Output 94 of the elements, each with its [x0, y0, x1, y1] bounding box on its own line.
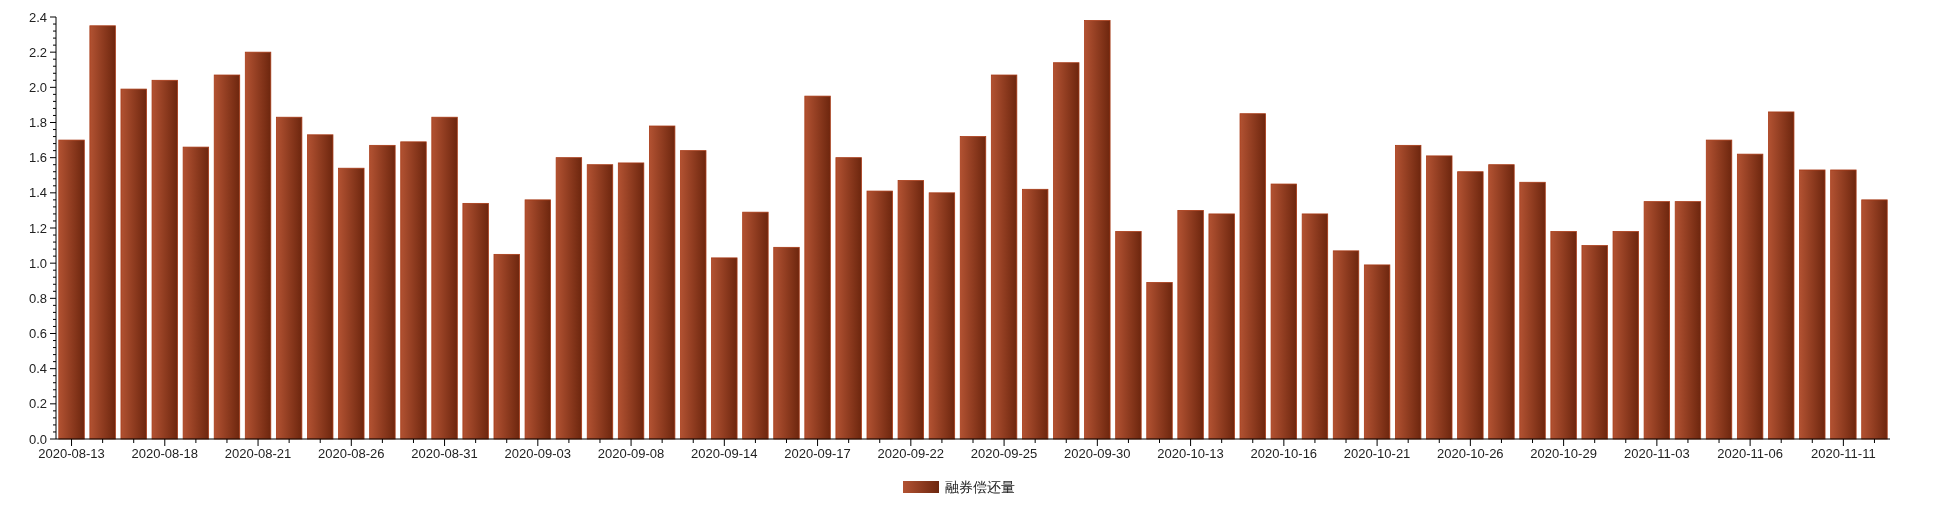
- bar: [586, 164, 614, 440]
- x-tick-label: 2020-08-13: [38, 446, 105, 461]
- bar: [1426, 155, 1453, 440]
- bar: [773, 246, 800, 440]
- x-tick-label: 2020-11-03: [1624, 446, 1690, 461]
- bar: [1332, 250, 1360, 440]
- x-tick-label: 2020-10-16: [1250, 446, 1318, 461]
- x-tick-label: 2020-09-25: [970, 446, 1038, 461]
- bar: [58, 139, 85, 440]
- y-tick-label: 0.4: [28, 361, 47, 377]
- bar: [307, 134, 334, 440]
- bar: [338, 167, 365, 440]
- bar: [1457, 171, 1484, 440]
- x-tick-label: 2020-10-21: [1343, 446, 1411, 461]
- bar: [1053, 62, 1080, 440]
- bar: [1643, 201, 1671, 440]
- x-tick-label: 2020-09-17: [784, 446, 851, 461]
- bar: [1612, 231, 1639, 440]
- bar: [990, 74, 1018, 440]
- bar: [400, 141, 427, 440]
- bar: [1301, 213, 1329, 440]
- y-tick-label: 0.6: [28, 326, 47, 341]
- bar: [835, 157, 862, 440]
- bar: [1799, 169, 1826, 440]
- legend: 融券偿还量: [903, 479, 1015, 495]
- bar: [1768, 111, 1795, 440]
- bar: [120, 88, 147, 440]
- x-tick-label: 2020-09-30: [1064, 446, 1131, 461]
- bar: [1084, 20, 1111, 440]
- y-tick-label: 1.2: [28, 220, 47, 236]
- y-tick-label: 0.8: [28, 290, 47, 306]
- bar: [462, 202, 489, 440]
- legend-label: 融券偿还量: [945, 479, 1015, 495]
- x-tick-label: 2020-11-06: [1717, 446, 1783, 461]
- bar: [1115, 231, 1142, 440]
- bar: [1488, 164, 1515, 440]
- bar: [244, 51, 272, 440]
- bar: [1861, 199, 1888, 440]
- bar: [928, 192, 956, 440]
- y-tick-label: 0.2: [28, 396, 47, 412]
- bar: [1674, 201, 1702, 440]
- x-tick-label: 2020-09-03: [504, 446, 572, 461]
- bar: [897, 180, 924, 440]
- y-tick-label: 1.8: [28, 115, 47, 130]
- bar: [1830, 169, 1857, 440]
- bar: [1239, 113, 1266, 440]
- y-tick-label: 0.0: [28, 431, 47, 447]
- bar: [431, 116, 458, 440]
- bar: [1022, 188, 1049, 440]
- bar: [742, 211, 769, 440]
- bar: [1736, 153, 1764, 440]
- bar: [649, 125, 676, 440]
- bar: [369, 144, 396, 440]
- bar: [1146, 282, 1173, 440]
- bar: [1363, 264, 1391, 440]
- bar: [182, 146, 210, 440]
- bar: [1581, 245, 1608, 440]
- x-tick-label: 2020-10-13: [1157, 446, 1224, 461]
- x-tick-label: 2020-11-11: [1811, 446, 1876, 461]
- x-tick-label: 2020-08-21: [224, 446, 292, 461]
- x-tick-label: 2020-09-14: [691, 446, 758, 461]
- y-tick-label: 1.6: [28, 150, 47, 166]
- x-tick-label: 2020-09-08: [597, 446, 665, 461]
- bar: [275, 116, 303, 440]
- x-tick-label: 2020-08-31: [411, 446, 478, 461]
- y-tick-label: 2.2: [28, 44, 47, 60]
- y-tick-label: 1.0: [28, 255, 47, 271]
- x-tick-label: 2020-08-18: [131, 446, 199, 461]
- bar: [89, 25, 116, 440]
- bar: [680, 150, 707, 440]
- bar: [213, 74, 241, 440]
- bar: [493, 253, 520, 440]
- y-tick-label: 2.0: [28, 79, 47, 95]
- bar: [555, 157, 583, 440]
- bar: [959, 136, 987, 440]
- bar: [866, 190, 893, 440]
- bar: [617, 162, 645, 440]
- x-tick-label: 2020-08-26: [318, 446, 385, 461]
- bar: [804, 95, 831, 440]
- bar: [1550, 231, 1577, 440]
- bar: [1705, 139, 1733, 440]
- bar: [1208, 213, 1235, 440]
- bar: [1177, 210, 1204, 440]
- x-tick-label: 2020-10-26: [1437, 446, 1504, 461]
- bar: [151, 79, 178, 440]
- bar: [1519, 181, 1546, 440]
- y-tick-label: 1.4: [28, 185, 47, 201]
- bar: [1395, 144, 1422, 440]
- bar: [524, 199, 551, 440]
- bar: [1270, 183, 1297, 440]
- y-tick-label: 2.4: [28, 9, 47, 25]
- x-tick-label: 2020-10-29: [1530, 446, 1597, 461]
- bar: [711, 257, 738, 440]
- x-tick-label: 2020-09-22: [877, 446, 945, 461]
